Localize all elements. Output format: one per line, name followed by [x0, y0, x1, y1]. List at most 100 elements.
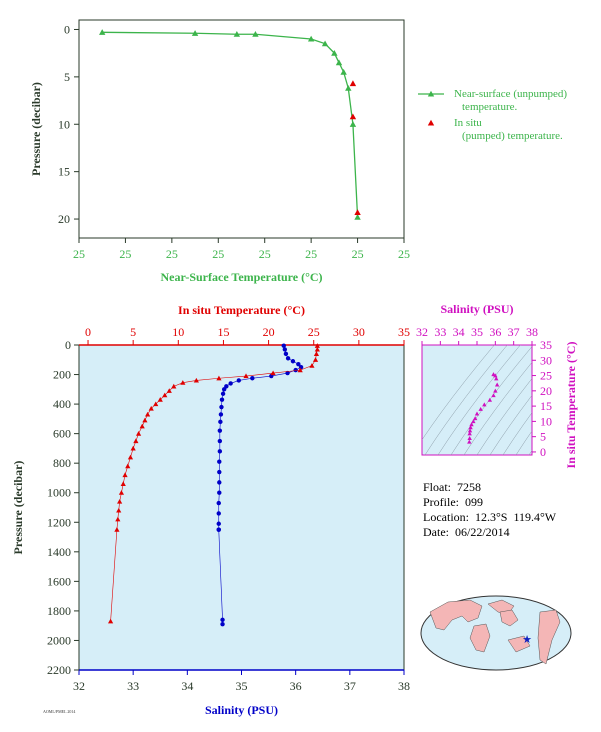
- density-contour: [437, 345, 521, 455]
- salinity-point: [217, 490, 222, 495]
- ts-y-tick-label: 35: [540, 338, 552, 352]
- temperature-point: [314, 343, 320, 348]
- salinity-point: [290, 359, 296, 364]
- profile-number: Profile: 099: [423, 495, 483, 509]
- ts-frame: [421, 344, 533, 456]
- temperature-point: [270, 370, 276, 376]
- float-location-map: ★ AOML/PMEL 2014: [43, 595, 572, 714]
- temperature-point: [314, 346, 320, 352]
- near-surface-temperature-point: [307, 35, 315, 42]
- x-axis-label: Near-Surface Temperature (°C): [160, 270, 322, 284]
- salinity-point: [217, 428, 223, 433]
- ts-point: [487, 397, 493, 402]
- salinity-axis-label: Salinity (PSU): [205, 703, 278, 717]
- temperature-point: [309, 363, 315, 368]
- profile-chart: 0 5 10 15 20 25 30 35 32 33 34 35 36 37 38 0 200 400 600 80…: [11, 303, 410, 717]
- salinity-point: [228, 381, 233, 386]
- temperature-point: [142, 417, 148, 423]
- ts-point: [491, 393, 496, 398]
- temperature-point: [107, 618, 114, 624]
- y-tick-label: 5: [64, 70, 70, 84]
- map-land: [429, 599, 483, 631]
- near-surface-temperature-point: [191, 30, 199, 36]
- temperature-point: [216, 375, 222, 381]
- pressure-tick-label: 2000: [47, 633, 71, 647]
- temperature-point: [125, 463, 131, 469]
- ts-x-tick-label: 33: [434, 325, 446, 339]
- temperature-tick-label: 15: [217, 325, 229, 339]
- temperature-point: [122, 472, 128, 478]
- pressure-tick-label: 800: [53, 456, 71, 470]
- salinity-point: [281, 343, 286, 348]
- temperature-point: [166, 388, 172, 393]
- temperature-tick-label: 5: [130, 325, 136, 339]
- ts-point: [493, 388, 498, 393]
- pressure-tick-label: 1600: [47, 574, 71, 588]
- salinity-point: [250, 376, 255, 381]
- ts-y-tick-label: 10: [540, 414, 552, 428]
- temperature-point: [117, 498, 123, 504]
- ts-y-tick-label: 25: [540, 369, 552, 383]
- x-tick-label: 25: [166, 247, 178, 261]
- temperature-tick-label: 0: [85, 325, 91, 339]
- salinity-point: [216, 527, 221, 532]
- temperature-point: [130, 445, 136, 451]
- temperature-point: [135, 431, 142, 436]
- ts-x-tick-label: 34: [453, 325, 465, 339]
- ts-y-tick-label: 0: [540, 445, 546, 459]
- salinity-point: [217, 459, 222, 464]
- salinity-tick-label: 32: [73, 679, 85, 693]
- x-tick-label: 25: [352, 247, 364, 261]
- pressure-tick-label: 200: [53, 368, 71, 382]
- ts-point: [472, 416, 478, 421]
- salinity-point: [216, 511, 221, 516]
- temperature-point: [243, 373, 249, 379]
- salinity-point: [283, 351, 289, 357]
- salinity-point: [219, 397, 225, 402]
- salinity-point: [285, 370, 290, 376]
- temperature-point: [116, 507, 122, 513]
- ts-x-tick-label: 38: [526, 325, 538, 339]
- ts-point: [467, 435, 472, 440]
- salinity-point: [218, 419, 223, 425]
- near-surface-temperature-point: [335, 59, 343, 66]
- near-surface-chart: 25 25 25 25 25 25 25 25 0 5 10 15 20 Near-Surface Tem…: [29, 19, 410, 284]
- density-contour: [463, 361, 532, 455]
- salinity-point: [217, 438, 223, 444]
- salinity-point: [296, 362, 301, 367]
- ts-point: [478, 406, 483, 411]
- plot-frame: [78, 19, 405, 239]
- pressure-tick-label: 600: [53, 427, 71, 441]
- temperature-tick-label: 25: [308, 325, 320, 339]
- salinity-tick-label: 35: [236, 679, 248, 693]
- ts-point: [469, 422, 474, 427]
- near-surface-temperature-line: [102, 31, 359, 218]
- legend-label-in-situ-1: In situ: [454, 117, 482, 129]
- density-contour: [489, 394, 532, 455]
- salinity-point: [217, 449, 223, 454]
- salinity-tick-label: 34: [181, 679, 193, 693]
- x-tick-label: 25: [259, 247, 271, 261]
- profile-date: Date: 06/22/2014: [423, 525, 510, 539]
- salinity-point: [293, 367, 298, 373]
- near-surface-temperature-point: [99, 29, 106, 35]
- salinity-tick-label: 38: [398, 679, 410, 693]
- salinity-point: [220, 622, 225, 627]
- legend-label-in-situ-2: (pumped) temperature.: [462, 130, 563, 142]
- temperature-point: [114, 527, 120, 532]
- temperature-axis-label: In situ Temperature (°C): [178, 303, 305, 317]
- temperature-point: [118, 490, 125, 495]
- salinity-point: [219, 404, 224, 410]
- ts-point: [467, 439, 472, 444]
- footer-credit: AOML/PMEL 2014: [43, 709, 75, 714]
- ts-x-tick-label: 35: [471, 325, 483, 339]
- ts-point: [482, 402, 487, 407]
- legend-marker-in-situ: [427, 119, 435, 126]
- map-land: [507, 635, 531, 653]
- temperature-point: [193, 377, 199, 383]
- near-surface-temperature-point: [340, 68, 347, 75]
- x-tick-label: 25: [73, 247, 85, 261]
- pressure-tick-label: 1400: [47, 545, 71, 559]
